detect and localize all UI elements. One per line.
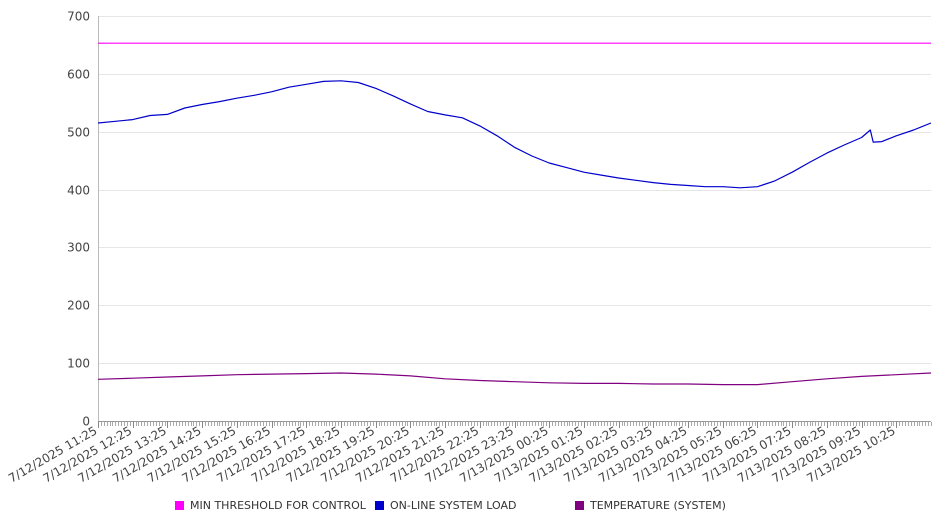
- y-tick-label-1: 100: [67, 357, 90, 371]
- legend-item-temperature: TEMPERATURE (SYSTEM): [575, 499, 726, 512]
- gridlines: [98, 16, 931, 364]
- y-tick-label-7: 700: [67, 10, 90, 24]
- y-tick-label-4: 400: [67, 184, 90, 198]
- line-chart: 0 100 200 300 400 500 600 700 7/12/2025 11:257/…: [6, 10, 932, 486]
- legend: MIN THRESHOLD FOR CONTROL ON-LINE SYSTEM…: [0, 496, 946, 516]
- legend-item-online-load: ON-LINE SYSTEM LOAD: [375, 499, 516, 512]
- legend-swatch-min-threshold: [175, 501, 184, 510]
- y-tick-label-0: 0: [82, 415, 90, 429]
- axes: [98, 16, 932, 426]
- x-axis-ticks: 7/12/2025 11:257/12/2025 12:257/12/2025 …: [6, 421, 898, 486]
- legend-label-online-load: ON-LINE SYSTEM LOAD: [390, 499, 517, 512]
- y-tick-label-2: 200: [67, 299, 90, 313]
- y-axis-ticks: 0 100 200 300 400 500 600 700: [67, 10, 90, 429]
- legend-label-temperature: TEMPERATURE (SYSTEM): [590, 499, 726, 512]
- y-tick-label-3: 300: [67, 241, 90, 255]
- y-tick-label-5: 500: [67, 126, 90, 140]
- legend-label-min-threshold: MIN THRESHOLD FOR CONTROL: [190, 499, 366, 512]
- legend-item-min-threshold: MIN THRESHOLD FOR CONTROL: [175, 499, 366, 512]
- legend-swatch-temperature: [575, 501, 584, 510]
- series-line-on-line-system-load: [97, 80, 932, 189]
- y-tick-label-6: 600: [67, 68, 90, 82]
- series-lines: [97, 42, 932, 386]
- legend-swatch-online-load: [375, 501, 384, 510]
- series-line-temperature-system: [97, 372, 932, 386]
